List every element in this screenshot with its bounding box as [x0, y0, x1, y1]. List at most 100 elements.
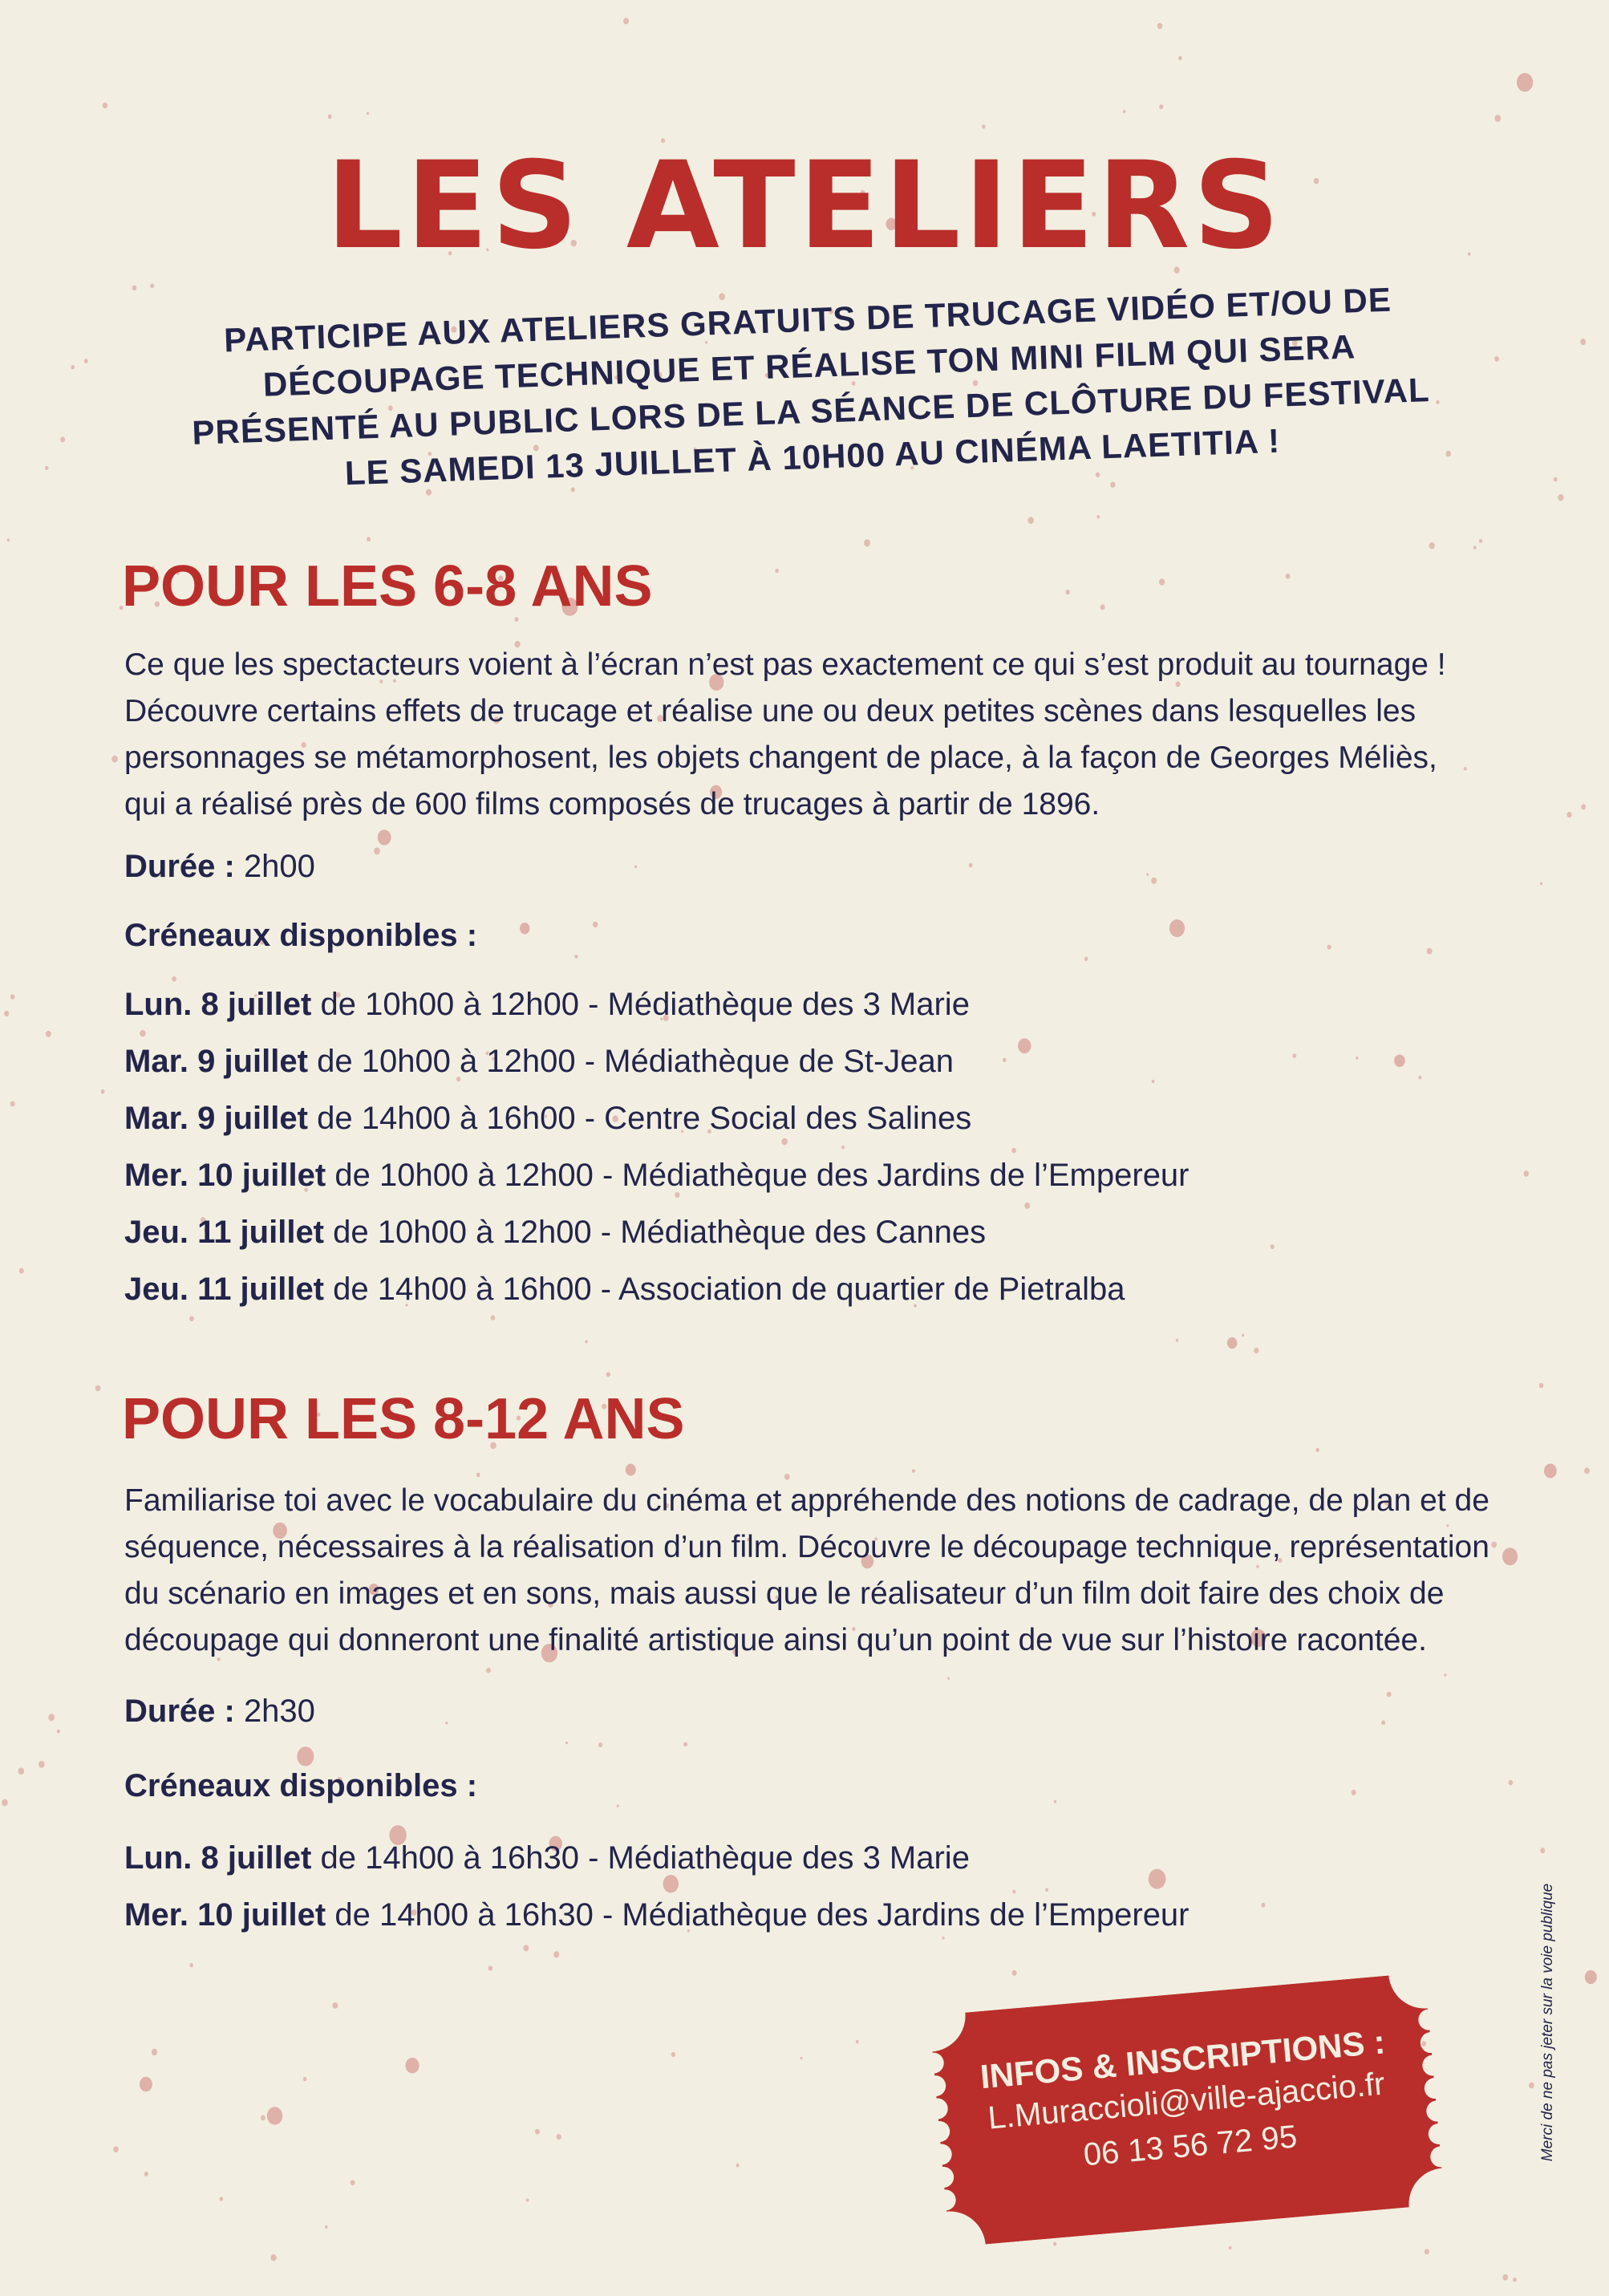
- confetti-dot: [18, 1767, 25, 1775]
- confetti-dot: [533, 444, 539, 452]
- slot-item: Jeu. 11 juillet de 10h00 à 12h00 - Média…: [124, 1215, 986, 1251]
- confetti-dot: [612, 1115, 619, 1122]
- confetti-dot: [56, 1729, 61, 1734]
- slot-detail: de 14h00 à 16h30 - Médiathèque des 3 Mar…: [320, 1840, 970, 1876]
- confetti-dot: [119, 605, 124, 611]
- ticket-shape: [932, 1975, 1442, 2245]
- confetti-dot: [1315, 1447, 1319, 1452]
- confetti-dot: [663, 1875, 679, 1893]
- confetti-dot: [172, 976, 176, 982]
- confetti-dot: [659, 189, 663, 193]
- confetti-dot: [947, 1166, 950, 1169]
- paragraph-line: découpage qui donneront une finalité art…: [124, 1623, 1427, 1657]
- slot-item: Jeu. 11 juillet de 14h00 à 16h00 - Assoc…: [124, 1272, 1125, 1308]
- confetti-dot: [1502, 2274, 1509, 2281]
- confetti-dot: [835, 1595, 841, 1601]
- confetti-dot: [1159, 104, 1164, 110]
- confetti-dot: [1226, 1337, 1238, 1349]
- slot-item: Lun. 8 juillet de 14h00 à 16h30 - Médiat…: [124, 1840, 970, 1876]
- confetti-dot: [374, 847, 380, 855]
- confetti-dot: [570, 239, 577, 247]
- confetti-dot: [1491, 1541, 1498, 1548]
- confetti-dot: [541, 1643, 558, 1663]
- confetti-dot: [886, 217, 897, 231]
- confetti-dot: [598, 1742, 603, 1748]
- confetti-dot: [1444, 1673, 1447, 1677]
- confetti-dot: [1242, 1333, 1245, 1337]
- confetti-dot: [919, 998, 923, 1002]
- confetti-dot: [1052, 2241, 1057, 2246]
- confetti-dot: [151, 2048, 158, 2056]
- confetti-dot: [113, 2146, 119, 2153]
- page-title: LES ATELIERS: [326, 136, 1283, 276]
- confetti-dot: [1011, 1147, 1016, 1154]
- confetti-dot: [1581, 804, 1587, 810]
- confetti-dot: [585, 1340, 588, 1344]
- slots-label-6-8: Créneaux disponibles :: [124, 918, 477, 954]
- confetti-dot: [1261, 1902, 1266, 1908]
- info-ticket: INFOS & INSCRIPTIONS : L.Muraccioli@vill…: [930, 1973, 1445, 2248]
- confetti-dot: [911, 1469, 916, 1474]
- confetti-dot: [1394, 1054, 1405, 1068]
- confetti-dot: [732, 1649, 738, 1656]
- confetti-dot: [45, 1030, 51, 1037]
- confetti-dot: [1012, 1889, 1016, 1894]
- paragraph-line: Découvre certains effets de trucage et r…: [124, 694, 1416, 728]
- confetti-dot: [523, 1945, 529, 1952]
- confetti-dot: [1122, 110, 1126, 114]
- confetti-dot: [870, 754, 875, 759]
- confetti-dot: [709, 673, 724, 691]
- confetti-dot: [1463, 766, 1467, 771]
- confetti-dot: [389, 1825, 407, 1845]
- confetti-dot: [841, 1145, 845, 1150]
- confetti-dot: [448, 251, 452, 256]
- slot-item: Mer. 10 juillet de 14h00 à 16h30 - Média…: [124, 1897, 1190, 1933]
- confetti-dot: [687, 1929, 690, 1933]
- confetti-dot: [1151, 877, 1157, 884]
- confetti-dot: [947, 1677, 950, 1681]
- confetti-dot: [266, 2107, 283, 2125]
- confetti-dot: [671, 2051, 676, 2058]
- confetti-dot: [1580, 339, 1587, 346]
- confetti-dot: [427, 383, 430, 386]
- confetti-dot: [1351, 1789, 1356, 1795]
- confetti-dot: [1100, 604, 1105, 611]
- confetti-dot: [574, 955, 578, 959]
- confetti-dot: [1494, 356, 1499, 362]
- confetti-dot: [1418, 1075, 1422, 1080]
- confetti-dot: [301, 741, 306, 748]
- confetti-dot: [189, 1316, 194, 1322]
- slot-item: Mar. 9 juillet de 10h00 à 12h00 - Médiat…: [124, 1044, 954, 1080]
- duration-label: Durée :: [124, 1694, 235, 1729]
- confetti-dot: [545, 1114, 548, 1118]
- confetti-dot: [570, 487, 575, 493]
- confetti-dot: [1421, 2041, 1427, 2047]
- confetti-dot: [556, 2133, 561, 2140]
- confetti-dot: [259, 939, 265, 945]
- confetti-dot: [514, 617, 519, 622]
- confetti-dot: [1384, 1499, 1390, 1506]
- confetti-dot: [219, 751, 222, 754]
- slot-detail: de 14h00 à 16h00 - Centre Social des Sal…: [317, 1101, 972, 1136]
- confetti-dot: [39, 1760, 45, 1768]
- confetti-dot: [1169, 919, 1185, 938]
- confetti-dot: [445, 1721, 448, 1725]
- confetti-dot: [1553, 477, 1558, 482]
- slot-day: Mar. 9 juillet: [124, 1101, 308, 1136]
- duration-value: 2h00: [243, 849, 315, 884]
- section-heading-8-12: POUR LES 8-12 ANS: [122, 1387, 685, 1451]
- confetti-dot: [1285, 573, 1291, 579]
- confetti-dot: [681, 1130, 684, 1134]
- confetti-dot: [982, 124, 986, 129]
- confetti-dot: [297, 1746, 314, 1767]
- confetti-dot: [864, 539, 871, 547]
- confetti-dot: [1148, 1868, 1166, 1889]
- confetti-dot: [324, 2225, 328, 2229]
- paragraph-line: Ce que les spectacteurs voient à l’écran…: [124, 647, 1446, 682]
- confetti-dot: [1539, 882, 1543, 886]
- confetti-dot: [1386, 1691, 1392, 1698]
- confetti-dot: [548, 1601, 553, 1608]
- confetti-dot: [1178, 55, 1182, 60]
- confetti-dot: [634, 865, 638, 869]
